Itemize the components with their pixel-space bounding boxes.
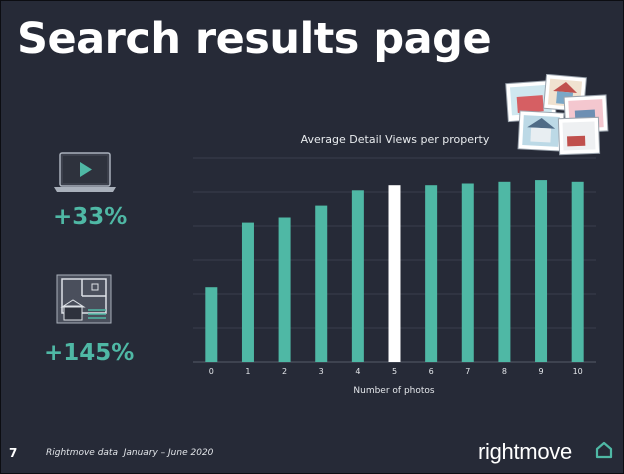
chart-x-tick-label: 2 [282, 367, 287, 376]
chart-x-axis-label: Number of photos [353, 386, 435, 396]
chart-x-tick-label: 0 [209, 367, 214, 376]
laptop-video-icon [54, 152, 116, 192]
logo-house-icon [595, 441, 613, 459]
chart-bar [425, 185, 438, 362]
chart-x-ticks: 0 1 2 3 4 5 6 7 8 9 10 [209, 367, 583, 376]
chart-x-tick-label: 7 [465, 367, 470, 376]
chart-x-tick-label: 5 [392, 367, 397, 376]
source-note: Rightmove data January – June 2020 [46, 448, 214, 458]
chart-bar [498, 181, 511, 362]
rightmove-logo: rightmove [478, 439, 572, 464]
chart-x-tick-label: 9 [538, 367, 543, 376]
chart-bar [205, 287, 218, 362]
chart-x-tick-label: 8 [502, 367, 507, 376]
chart-bar [315, 205, 328, 362]
chart-x-tick-label: 1 [245, 367, 250, 376]
chart-x-tick-label: 6 [429, 367, 434, 376]
chart-x-tick-label: 3 [319, 367, 324, 376]
chart-x-tick-label: 4 [355, 367, 360, 376]
page-title: Search results page [17, 14, 492, 64]
chart-bar [278, 217, 291, 362]
chart-bar [535, 180, 548, 362]
floorplan-stat-value: +145% [44, 340, 135, 366]
chart-x-tick-label: 10 [573, 367, 583, 376]
chart-bar [388, 185, 401, 362]
chart-bar [461, 183, 474, 362]
chart-bar [571, 181, 584, 362]
page-number: 7 [9, 446, 18, 460]
chart-bars [205, 180, 584, 362]
chart-bar [351, 190, 364, 362]
chart-title: Average Detail Views per property [300, 133, 490, 146]
house-photos-icon [505, 74, 609, 156]
video-stat-value: +33% [53, 204, 128, 230]
floorplan-icon [56, 274, 112, 324]
chart-bar [241, 222, 254, 362]
